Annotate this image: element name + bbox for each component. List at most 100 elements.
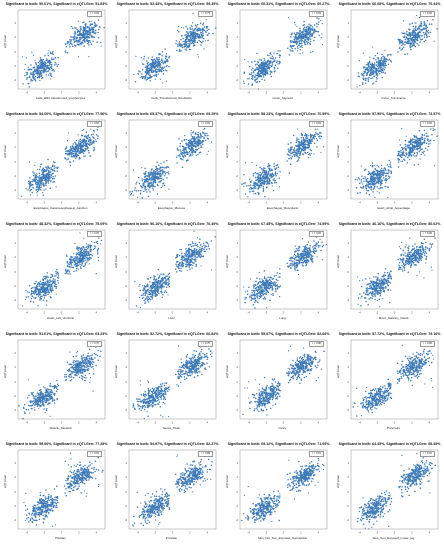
data-point xyxy=(38,184,40,187)
data-point xyxy=(262,183,264,185)
data-point xyxy=(252,190,255,192)
data-point xyxy=(368,181,370,183)
data-point xyxy=(320,151,322,154)
data-point xyxy=(308,31,310,33)
data-point xyxy=(380,183,382,185)
data-point xyxy=(73,35,76,37)
data-point xyxy=(29,177,31,179)
data-point xyxy=(159,53,162,55)
x-tick-label: 2 xyxy=(189,91,191,95)
data-point xyxy=(372,176,375,179)
data-point xyxy=(151,56,154,58)
data-point xyxy=(383,59,385,61)
data-point xyxy=(165,60,168,63)
data-point xyxy=(87,136,89,138)
data-point xyxy=(379,63,381,65)
data-point xyxy=(150,63,152,66)
data-point xyxy=(201,35,203,37)
data-point xyxy=(408,34,410,36)
y-tick-label: 2 xyxy=(236,146,238,150)
data-point xyxy=(66,40,69,43)
x-tick-label: -4 xyxy=(248,91,251,95)
data-point xyxy=(181,26,183,28)
data-point xyxy=(259,74,261,76)
data-point xyxy=(262,73,264,76)
data-point xyxy=(187,139,190,142)
data-point xyxy=(54,275,56,277)
data-point xyxy=(154,180,156,183)
data-point xyxy=(404,139,407,142)
data-point xyxy=(414,40,416,43)
data-point xyxy=(361,183,364,185)
data-point xyxy=(297,156,300,158)
data-point xyxy=(179,149,182,151)
x-axis-label: Esophagus_Mucosa xyxy=(157,206,186,210)
data-point xyxy=(86,144,88,147)
data-point xyxy=(361,74,364,76)
data-point xyxy=(79,38,82,41)
data-point xyxy=(364,71,366,74)
data-point xyxy=(368,61,371,64)
data-point xyxy=(193,145,195,147)
data-point xyxy=(83,21,85,23)
y-tick-label: 4 xyxy=(236,21,238,25)
data-point xyxy=(145,170,147,173)
data-point xyxy=(300,42,303,45)
data-point xyxy=(43,169,45,172)
data-point xyxy=(303,144,305,146)
data-point xyxy=(36,185,38,187)
data-point xyxy=(158,64,161,67)
data-point xyxy=(36,176,39,178)
data-point xyxy=(309,154,312,156)
data-point xyxy=(411,147,413,150)
data-point xyxy=(193,136,195,138)
data-point xyxy=(155,175,157,178)
data-point xyxy=(85,135,87,137)
data-point xyxy=(371,68,373,70)
data-point xyxy=(50,171,52,173)
data-point xyxy=(311,134,314,136)
data-point xyxy=(80,41,83,44)
data-point xyxy=(309,27,311,29)
data-point xyxy=(96,251,99,253)
data-point xyxy=(70,147,73,150)
data-point xyxy=(143,58,145,60)
data-point xyxy=(425,132,427,134)
data-point xyxy=(421,35,423,37)
data-point xyxy=(205,40,207,42)
data-point xyxy=(39,299,41,301)
data-point xyxy=(84,149,86,152)
data-point xyxy=(168,173,170,175)
data-point xyxy=(296,32,299,34)
data-point xyxy=(160,180,163,182)
data-point xyxy=(141,197,143,199)
data-point xyxy=(87,149,90,152)
data-point xyxy=(147,182,149,184)
data-point xyxy=(260,184,263,186)
data-point xyxy=(404,38,407,41)
data-point xyxy=(371,181,374,184)
data-point xyxy=(30,292,33,295)
data-point xyxy=(86,131,88,134)
data-point xyxy=(373,72,375,74)
data-point xyxy=(165,55,167,58)
data-point xyxy=(56,170,58,172)
data-point xyxy=(85,136,87,138)
data-point xyxy=(408,152,410,155)
data-point xyxy=(148,65,150,67)
plot-frame xyxy=(17,119,106,200)
data-point xyxy=(369,180,372,182)
data-point xyxy=(175,42,177,45)
data-point xyxy=(427,135,429,137)
point-cloud xyxy=(21,15,105,88)
data-point xyxy=(178,44,181,47)
data-point xyxy=(33,178,36,180)
data-point xyxy=(66,140,69,142)
data-point xyxy=(292,151,295,154)
data-point xyxy=(270,75,273,78)
data-point xyxy=(197,141,200,144)
data-point xyxy=(191,147,193,150)
data-point xyxy=(87,42,89,45)
data-point xyxy=(151,62,154,65)
data-point xyxy=(267,173,269,175)
